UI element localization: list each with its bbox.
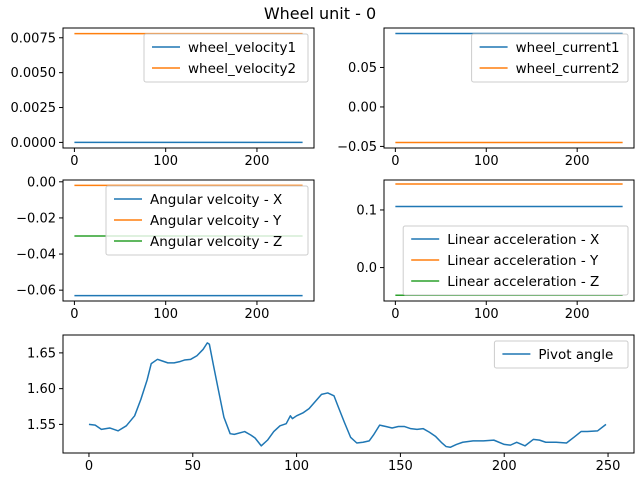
legend-box (143, 33, 309, 83)
axes-frame (383, 179, 635, 302)
x-tick-label: 0 (70, 307, 78, 322)
legend-label: wheel_velocity1 (188, 40, 296, 56)
axes-frame (62, 179, 315, 302)
legend-label: Angular velcoity - X (150, 192, 282, 208)
legend-label: Linear acceleration - X (447, 232, 599, 248)
y-tick-label: 0.0025 (11, 101, 57, 116)
legend: wheel_velocity1 wheel_velocity2 (143, 33, 309, 83)
y-tick-label: 0.0 (356, 261, 377, 276)
legend: Linear acceleration - X Linear accelerati… (402, 225, 629, 296)
y-tick-label: 0.0050 (11, 66, 57, 81)
y-tick-label: 1.55 (27, 418, 56, 433)
y-tick-label: 1.60 (27, 382, 56, 397)
figure-suptitle: Wheel unit - 0 (264, 4, 376, 23)
axes-frame (62, 334, 635, 454)
x-tick-label: 100 (153, 154, 178, 169)
x-tick-label: 200 (565, 154, 590, 169)
x-tick-label: 50 (184, 459, 201, 474)
x-tick-label: 200 (245, 307, 270, 322)
legend: wheel_current1 wheel_current2 (471, 33, 629, 83)
y-tick-label: 0.00 (348, 100, 377, 115)
legend-box (493, 340, 629, 369)
legend-box (105, 185, 309, 256)
legend: Angular velcoity - X Angular velcoity - Y… (105, 185, 309, 256)
y-tick-label: 0.0075 (11, 31, 57, 46)
x-tick-label: 0 (70, 154, 78, 169)
y-tick-label: 0.0000 (11, 136, 57, 151)
legend-box (402, 225, 629, 296)
x-tick-label: 0 (391, 307, 399, 322)
x-tick-label: 100 (474, 154, 499, 169)
y-tick-label: 1.65 (27, 346, 56, 361)
series-line-5-1 (88, 342, 607, 449)
legend-label: wheel_velocity2 (188, 61, 296, 77)
y-tick-label: −0.06 (16, 284, 56, 299)
subplot-2: 0 100 200−0.050.000.05wheel_current1wheel_… (337, 27, 635, 169)
y-tick-label: 0.1 (356, 203, 377, 218)
x-tick-label: 0 (391, 154, 399, 169)
y-tick-label: −0.02 (16, 211, 56, 226)
plots: 0 100 2000.00000.00250.00500.0075wheel_vel… (11, 27, 635, 474)
y-tick-label: −0.04 (16, 248, 56, 263)
legend-label: wheel_current2 (516, 61, 620, 77)
x-tick-label: 200 (245, 154, 270, 169)
x-tick-label: 250 (596, 459, 621, 474)
legend-label: Linear acceleration - Y (447, 253, 599, 269)
axes-frame (62, 27, 315, 149)
legend: Pivot angle (493, 340, 629, 369)
x-tick-label: 200 (492, 459, 517, 474)
legend-label: Angular velcoity - Y (150, 213, 282, 229)
legend-box (471, 33, 629, 83)
y-tick-label: 0.00 (27, 175, 56, 190)
legend-label: Pivot angle (538, 347, 613, 363)
legend-label: Linear acceleration - Z (447, 274, 599, 290)
legend-label: Angular velcoity - Z (150, 234, 282, 250)
subplot-1: 0 100 200 0.0000 0.0025 0.0050 0.0075 wheel_vel… (11, 27, 315, 169)
subplot-3: 0 100 200 0.00 −0.02 −0.04 −0.06 Angular velcoi… (16, 175, 315, 322)
x-tick-label: 0 (85, 459, 93, 474)
subplot-5: 0 50 100 150 200 250 1.55 1.60 1.65 Pivot angle (27, 334, 635, 474)
x-tick-label: 100 (153, 307, 178, 322)
x-tick-label: 150 (388, 459, 413, 474)
x-tick-label: 100 (284, 459, 309, 474)
x-tick-label: 100 (474, 307, 499, 322)
y-tick-label: 0.05 (348, 61, 377, 76)
legend-label: wheel_current1 (516, 40, 620, 56)
x-tick-label: 200 (565, 307, 590, 322)
axes-frame (383, 27, 635, 149)
y-tick-label: −0.05 (337, 140, 377, 155)
